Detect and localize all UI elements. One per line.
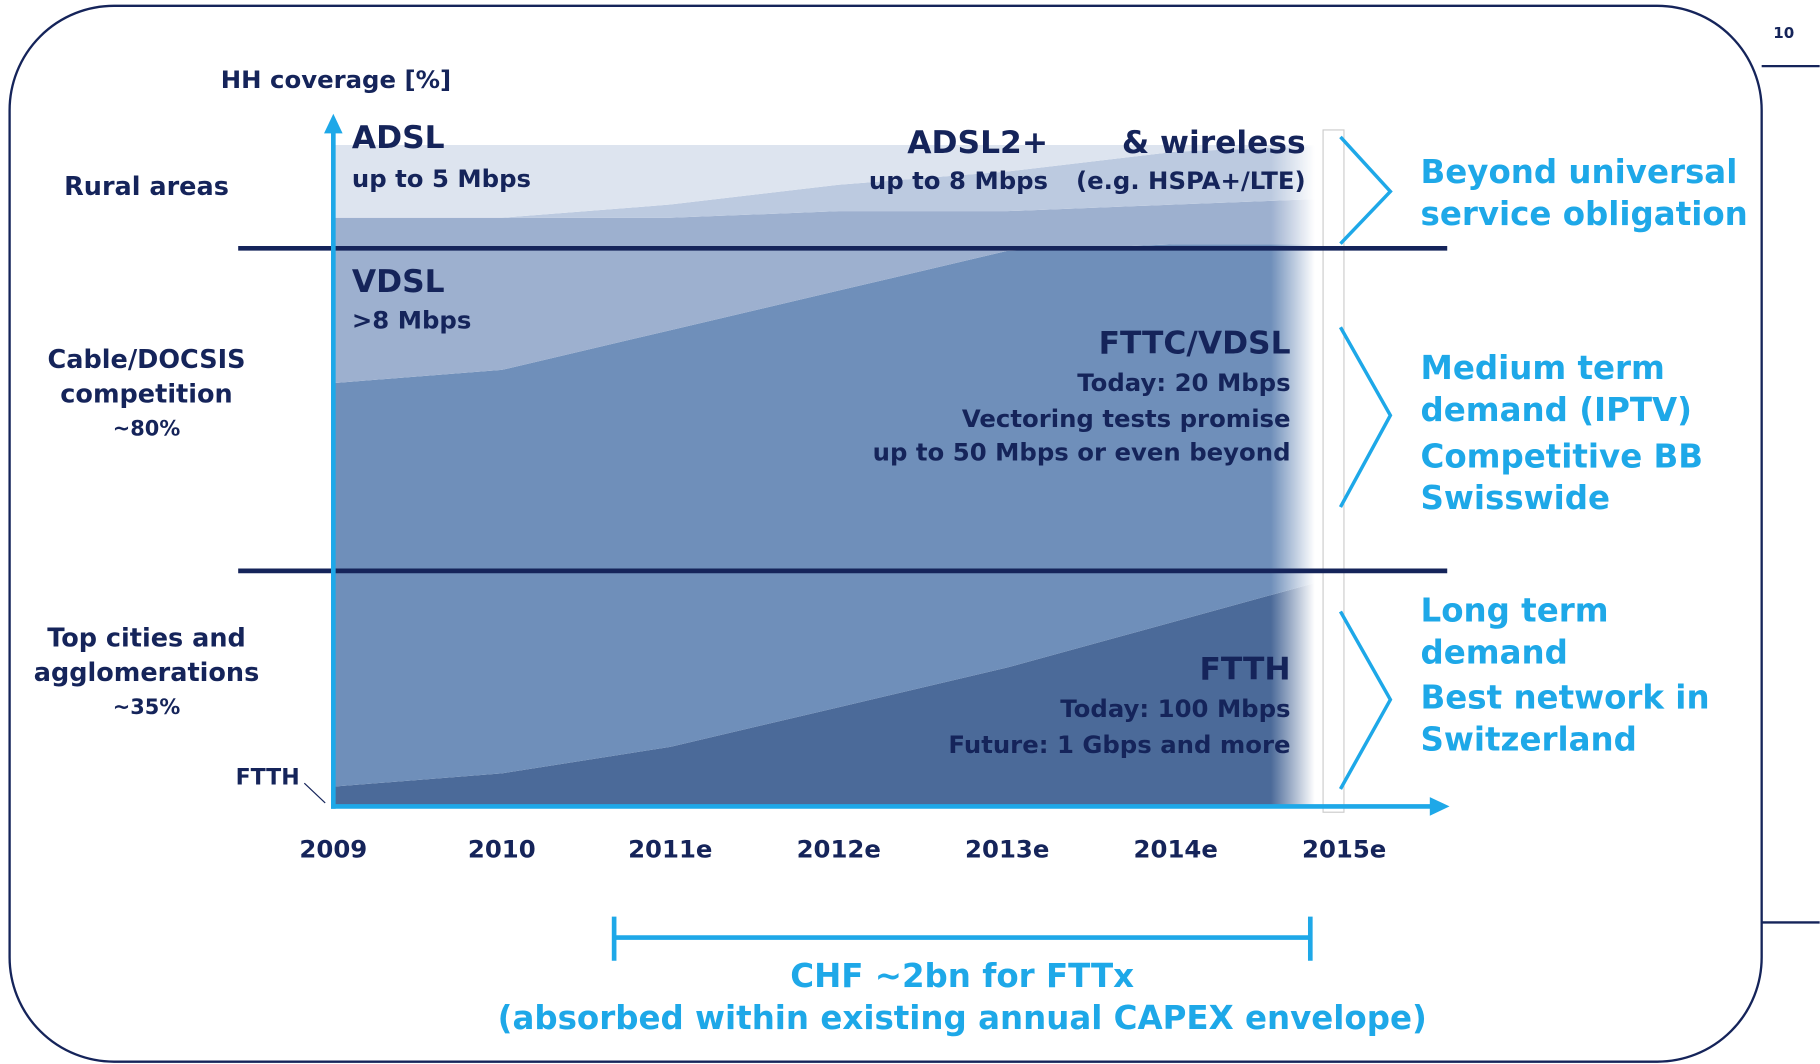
region-label: agglomerations (34, 658, 260, 688)
right-note: Long term (1421, 592, 1609, 630)
chevron (1338, 326, 1393, 508)
fade (1270, 127, 1344, 813)
x-tick-label: 2015e (1302, 835, 1386, 864)
series-note: Today: 100 Mbps (1060, 694, 1290, 723)
x-tick-label: 2013e (965, 835, 1049, 864)
right-note: Best network in (1421, 679, 1710, 717)
frame (8, 4, 1763, 1063)
series-label: FTTC/VDSL (1099, 326, 1291, 362)
right-note: Medium term (1421, 349, 1665, 387)
right-note: demand (IPTV) (1421, 391, 1693, 429)
area (333, 145, 1345, 218)
series-note: up to 5 Mbps (352, 164, 531, 193)
region-label: competition (60, 380, 232, 410)
x-tick-label: 2010 (468, 835, 536, 864)
series-note: up to 50 Mbps or even beyond (873, 438, 1291, 467)
area (333, 197, 1345, 384)
areas (333, 145, 1345, 807)
capex-note: CHF ~2bn for FTTx (790, 957, 1134, 995)
area (333, 244, 1345, 787)
area (333, 574, 1345, 807)
right-note: Beyond universal (1421, 153, 1738, 191)
capex-note: (absorbed within existing annual CAPEX e… (498, 999, 1427, 1037)
pointer-line (303, 782, 326, 804)
region-share: ~80% (113, 416, 181, 440)
series-note: up to 8 Mbps (869, 166, 1048, 195)
x-tick-label: 2011e (628, 835, 712, 864)
right-note: service obligation (1421, 195, 1748, 233)
chevron (1338, 610, 1393, 790)
series-note: >8 Mbps (352, 305, 471, 334)
x-labels: 2009 2010 2011e 2012e 2013e 2014e 2015e (299, 835, 1386, 864)
region-label: Top cities and (47, 623, 246, 653)
y-axis-label: HH coverage [%] (221, 65, 451, 94)
right-note: demand (1421, 633, 1568, 671)
series-note: Vectoring tests promise (962, 404, 1291, 433)
series-label: ADSL (352, 120, 445, 156)
series-note: Today: 20 Mbps (1077, 368, 1290, 397)
right-note: Competitive BB (1421, 437, 1704, 475)
right-note: Swisswide (1421, 479, 1611, 517)
x-tick-label: 2012e (797, 835, 881, 864)
page-number: 10 (1773, 24, 1794, 42)
x-axis-arrow (1429, 797, 1450, 816)
capex-bracket (611, 916, 1313, 961)
series-note: Future: 1 Gbps and more (948, 730, 1290, 759)
fade-edge (1322, 129, 1345, 813)
x-tick-label: 2014e (1134, 835, 1218, 864)
ftth-pointer: FTTH (236, 766, 300, 791)
series-note: (e.g. HSPA+/LTE) (1076, 166, 1306, 195)
region-label: Cable/DOCSIS (48, 345, 246, 375)
series-label: & wireless (1122, 125, 1306, 161)
series-label: ADSL2+ (907, 125, 1048, 161)
y-axis-arrow (324, 113, 343, 134)
region-share: ~35% (113, 695, 181, 719)
x-tick-label: 2009 (299, 835, 367, 864)
area (333, 145, 1345, 218)
region-label: Rural areas (64, 172, 229, 202)
chevron (1339, 135, 1393, 245)
series-label: VDSL (352, 264, 445, 300)
series-label: FTTH (1200, 652, 1291, 688)
right-note: Switzerland (1421, 720, 1637, 758)
